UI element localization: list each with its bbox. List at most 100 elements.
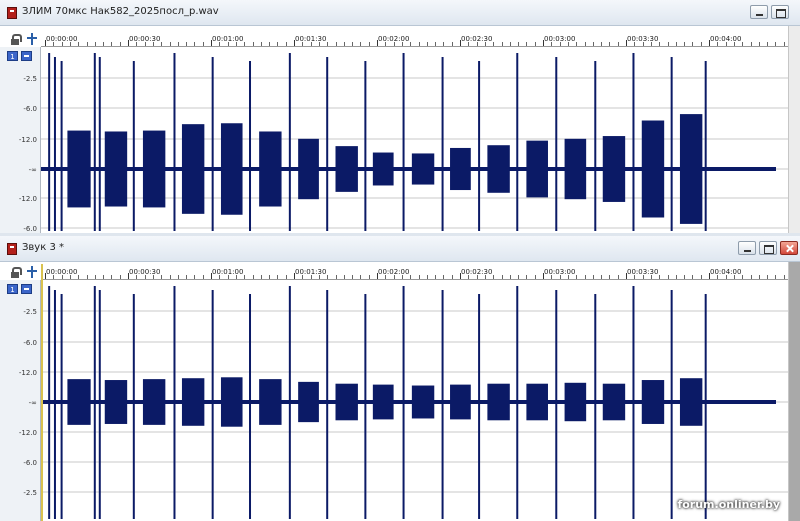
ruler-minor-tick xyxy=(335,275,337,279)
ruler-label: 00:00:00 xyxy=(46,268,78,276)
ruler-minor-tick xyxy=(277,42,279,46)
ruler-minor-tick xyxy=(235,275,237,279)
ruler-minor-tick xyxy=(509,275,511,279)
waveform-burst xyxy=(487,145,510,193)
ruler-minor-tick xyxy=(642,42,644,46)
watermark: forum.onliner.by xyxy=(677,498,780,511)
ruler-label: 00:04:00 xyxy=(710,268,742,276)
ruler-minor-tick xyxy=(61,42,63,46)
ruler-minor-tick xyxy=(426,275,428,279)
ruler-minor-tick xyxy=(103,275,105,279)
ruler-minor-tick xyxy=(227,275,229,279)
ruler-tick xyxy=(211,40,212,46)
ruler-minor-tick xyxy=(285,275,287,279)
window-titlebar[interactable]: Звук 3 * xyxy=(0,236,800,262)
ruler-minor-tick xyxy=(733,42,735,46)
ruler-tick xyxy=(543,273,544,279)
ruler-label: 00:00:30 xyxy=(129,35,161,43)
ruler-label: 00:03:30 xyxy=(627,268,659,276)
waveform-burst xyxy=(450,147,471,191)
close-button[interactable] xyxy=(780,241,798,255)
ruler-minor-tick xyxy=(518,275,520,279)
marker-icon[interactable] xyxy=(26,266,38,278)
ruler-tick xyxy=(626,273,627,279)
time-ruler[interactable]: 00:00:00 00:00:30 00:01:00 00:01:30 00:02:00… xyxy=(41,35,788,47)
ruler-minor-tick xyxy=(451,42,453,46)
minimize-button[interactable] xyxy=(750,5,768,19)
ruler-minor-tick xyxy=(235,42,237,46)
ruler-minor-tick xyxy=(103,42,105,46)
waveform-burst xyxy=(104,131,128,207)
ruler-label: 00:01:00 xyxy=(212,268,244,276)
ruler-minor-tick xyxy=(302,275,304,279)
ruler-minor-tick xyxy=(269,275,271,279)
window-title: Звук 3 * xyxy=(22,242,64,253)
ruler-tick xyxy=(460,40,461,46)
window-titlebar[interactable]: ЗЛИМ 70мкс Нак582_2025посл_р.wav xyxy=(0,0,800,26)
ruler-minor-tick xyxy=(360,42,362,46)
maximize-button[interactable] xyxy=(759,241,777,255)
ruler-minor-tick xyxy=(551,42,553,46)
ruler-label: 00:03:30 xyxy=(627,35,659,43)
ruler-minor-tick xyxy=(194,42,196,46)
ruler-minor-tick xyxy=(136,42,138,46)
waveform-burst xyxy=(142,130,166,208)
ruler-minor-tick xyxy=(152,275,154,279)
time-ruler[interactable]: 00:00:00 00:00:30 00:01:00 00:01:30 00:02:00… xyxy=(41,268,788,280)
waveform-view[interactable] xyxy=(41,280,788,521)
ruler-minor-tick xyxy=(518,42,520,46)
ruler-minor-tick xyxy=(501,275,503,279)
marker-icon[interactable] xyxy=(26,33,38,45)
ruler-tick xyxy=(294,40,295,46)
ruler-minor-tick xyxy=(725,275,727,279)
channel-number[interactable]: 1 xyxy=(7,51,18,61)
ruler-minor-tick xyxy=(352,275,354,279)
ruler-minor-tick xyxy=(401,275,403,279)
ruler-label: 00:03:00 xyxy=(544,268,576,276)
minimize-button[interactable] xyxy=(738,241,756,255)
ruler-tick xyxy=(45,40,46,46)
ruler-minor-tick xyxy=(136,275,138,279)
vertical-scrollbar[interactable] xyxy=(788,262,800,521)
ruler-minor-tick xyxy=(783,275,785,279)
ruler-minor-tick xyxy=(177,275,179,279)
vertical-scrollbar[interactable] xyxy=(788,26,800,233)
ruler-minor-tick xyxy=(310,42,312,46)
db-label: -2.5 xyxy=(23,75,37,83)
channel-number[interactable]: 1 xyxy=(7,284,18,294)
lock-icon[interactable] xyxy=(9,34,22,46)
channel-collapse-button[interactable] xyxy=(21,51,32,61)
channel-collapse-button[interactable] xyxy=(21,284,32,294)
ruler-minor-tick xyxy=(559,275,561,279)
lock-icon[interactable] xyxy=(9,267,22,279)
waveform-view[interactable] xyxy=(41,47,788,233)
ruler-minor-tick xyxy=(659,42,661,46)
ruler-minor-tick xyxy=(310,275,312,279)
ruler-minor-tick xyxy=(758,275,760,279)
ruler-minor-tick xyxy=(418,275,420,279)
maximize-button[interactable] xyxy=(771,5,789,19)
ruler-minor-tick xyxy=(368,42,370,46)
db-label: -12.0 xyxy=(18,429,37,437)
ruler-minor-tick xyxy=(327,42,329,46)
ruler-minor-tick xyxy=(750,42,752,46)
ruler-minor-tick xyxy=(69,275,71,279)
ruler-minor-tick xyxy=(667,42,669,46)
play-cursor[interactable] xyxy=(41,264,43,521)
waveform-burst xyxy=(526,383,548,421)
db-label: -∞ xyxy=(28,399,37,407)
ruler-minor-tick xyxy=(692,275,694,279)
ruler-minor-tick xyxy=(484,42,486,46)
ruler-minor-tick xyxy=(277,275,279,279)
ruler-minor-tick xyxy=(634,42,636,46)
ruler-minor-tick xyxy=(468,275,470,279)
ruler-label: 00:00:00 xyxy=(46,35,78,43)
waveform-burst xyxy=(104,380,128,424)
ruler-minor-tick xyxy=(526,42,528,46)
ruler-minor-tick xyxy=(468,42,470,46)
ruler-minor-tick xyxy=(692,42,694,46)
ruler-minor-tick xyxy=(443,275,445,279)
ruler-minor-tick xyxy=(601,42,603,46)
ruler-minor-tick xyxy=(53,275,55,279)
ruler-minor-tick xyxy=(584,42,586,46)
